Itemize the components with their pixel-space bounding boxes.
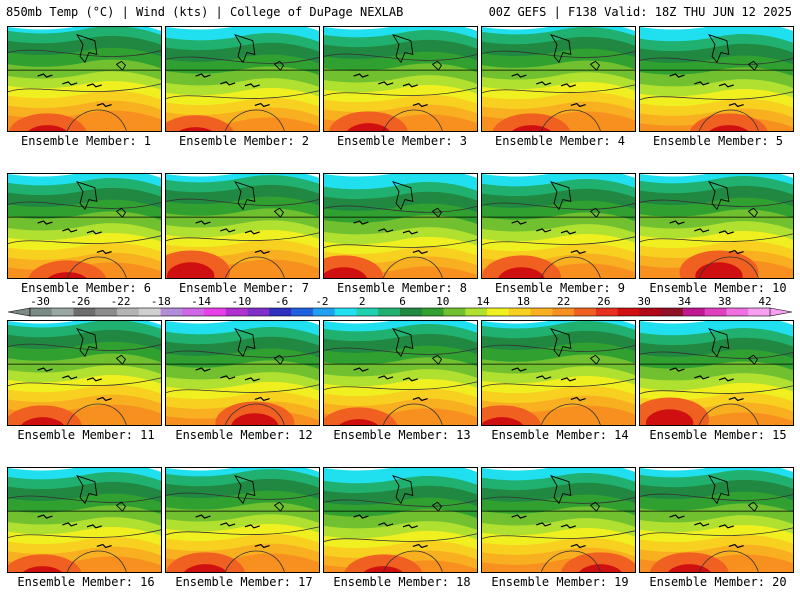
ensemble-member-map (165, 467, 320, 573)
colorbar-swatch (356, 308, 379, 316)
colorbar-tick-label: 22 (557, 296, 570, 308)
colorbar-swatch (552, 308, 575, 316)
ensemble-member-map (323, 26, 478, 132)
ensemble-member-map (7, 173, 162, 279)
ensemble-member-map (165, 26, 320, 132)
ensemble-member-map (639, 320, 794, 426)
ensemble-member-map (165, 320, 320, 426)
colorbar-swatch (574, 308, 597, 316)
ensemble-member-label: Ensemble Member: 5 (652, 134, 784, 148)
colorbar-arrow-right (769, 307, 793, 317)
colorbar-swatch (160, 308, 183, 316)
colorbar-swatch (378, 308, 401, 316)
colorbar-swatch (661, 308, 684, 316)
colorbar-swatch (138, 308, 161, 316)
ensemble-member-label: Ensemble Member: 10 (649, 281, 787, 295)
ensemble-member-label: Ensemble Member: 19 (491, 575, 629, 589)
colorbar-tick-label: -6 (275, 296, 288, 308)
ensemble-member-label: Ensemble Member: 14 (491, 428, 629, 442)
colorbar-swatch (269, 308, 292, 316)
colorbar-swatch (73, 308, 96, 316)
ensemble-member-label: Ensemble Member: 9 (494, 281, 626, 295)
colorbar-tick-label: -30 (30, 296, 50, 308)
ensemble-member-map (481, 26, 636, 132)
ensemble-member-map (165, 173, 320, 279)
colorbar-tick-label: 6 (399, 296, 406, 308)
colorbar-tick-label: 26 (597, 296, 610, 308)
ensemble-member-label: Ensemble Member: 4 (494, 134, 626, 148)
ensemble-member-map (7, 26, 162, 132)
colorbar-swatch (117, 308, 140, 316)
colorbar-tick-label: -10 (231, 296, 251, 308)
colorbar-swatch (639, 308, 662, 316)
colorbar-tick-label: 34 (678, 296, 692, 308)
ensemble-member-label: Ensemble Member: 3 (336, 134, 468, 148)
colorbar-tick-label: 10 (436, 296, 449, 308)
temperature-colorbar: -30 -26 -22 -18 -14 -10 -6 -2 2 6 10 14 18 22 26 30 34 38… (0, 296, 800, 318)
ensemble-member-label: Ensemble Member: 17 (175, 575, 313, 589)
ensemble-member-label: Ensemble Member: 15 (649, 428, 787, 442)
colorbar-swatch (748, 308, 771, 316)
colorbar-swatch (595, 308, 619, 316)
ensemble-member-map (639, 173, 794, 279)
colorbar-tick-label: -26 (70, 296, 90, 308)
colorbar-tick-label: 14 (476, 296, 490, 308)
colorbar-swatch (30, 308, 53, 316)
colorbar-swatch (247, 308, 270, 316)
ensemble-member-map (323, 320, 478, 426)
ensemble-member-map (481, 173, 636, 279)
colorbar-tick-label: -14 (191, 296, 211, 308)
colorbar-tick-label: 38 (718, 296, 731, 308)
colorbar-swatch (182, 308, 205, 316)
colorbar-swatch (508, 308, 531, 316)
colorbar-swatch (617, 308, 640, 316)
colorbar-tick-label: -22 (111, 296, 131, 308)
ensemble-member-map (7, 320, 162, 426)
ensemble-member-label: Ensemble Member: 12 (175, 428, 313, 442)
ensemble-member-map (639, 467, 794, 573)
ensemble-member-map (481, 467, 636, 573)
colorbar-swatch (487, 308, 510, 316)
colorbar-swatch (443, 308, 466, 316)
ensemble-member-label: Ensemble Member: 16 (17, 575, 155, 589)
ensemble-member-label: Ensemble Member: 6 (20, 281, 152, 295)
colorbar-swatch (204, 308, 227, 316)
ensemble-member-label: Ensemble Member: 2 (178, 134, 310, 148)
colorbar-swatch (421, 308, 444, 316)
colorbar-arrow-left (7, 307, 31, 317)
colorbar-tick-label: 18 (517, 296, 530, 308)
run-valid-time: 00Z GEFS | F138 Valid: 18Z THU JUN 12 20… (488, 5, 792, 19)
ensemble-member-label: Ensemble Member: 7 (178, 281, 310, 295)
colorbar-swatch (465, 308, 488, 316)
colorbar-swatch (400, 308, 423, 316)
colorbar-swatch (530, 308, 553, 316)
colorbar-swatch (726, 308, 749, 316)
ensemble-member-label: Ensemble Member: 13 (333, 428, 471, 442)
colorbar-tick-label: 30 (638, 296, 651, 308)
colorbar-tick-label: 2 (359, 296, 366, 308)
colorbar-swatch (95, 308, 118, 316)
colorbar-tick-label: -18 (151, 296, 171, 308)
ensemble-member-label: Ensemble Member: 18 (333, 575, 471, 589)
ensemble-member-label: Ensemble Member: 1 (20, 134, 152, 148)
colorbar-tick-label: 42 (758, 296, 771, 308)
ensemble-member-map (323, 173, 478, 279)
colorbar-swatch (682, 308, 706, 316)
ensemble-member-label: Ensemble Member: 8 (336, 281, 468, 295)
ensemble-member-label: Ensemble Member: 20 (649, 575, 787, 589)
ensemble-member-label: Ensemble Member: 11 (17, 428, 155, 442)
ensemble-member-map (639, 26, 794, 132)
colorbar-swatch (704, 308, 727, 316)
map-title: 850mb Temp (°C) | Wind (kts) | College o… (6, 5, 404, 19)
ensemble-member-map (323, 467, 478, 573)
ensemble-member-map (481, 320, 636, 426)
colorbar-swatch (312, 308, 336, 316)
ensemble-member-map (7, 467, 162, 573)
colorbar-tick-label: -2 (315, 296, 328, 308)
colorbar-swatch (334, 308, 357, 316)
colorbar-swatch (51, 308, 74, 316)
colorbar-swatch (225, 308, 249, 316)
colorbar-swatch (291, 308, 314, 316)
